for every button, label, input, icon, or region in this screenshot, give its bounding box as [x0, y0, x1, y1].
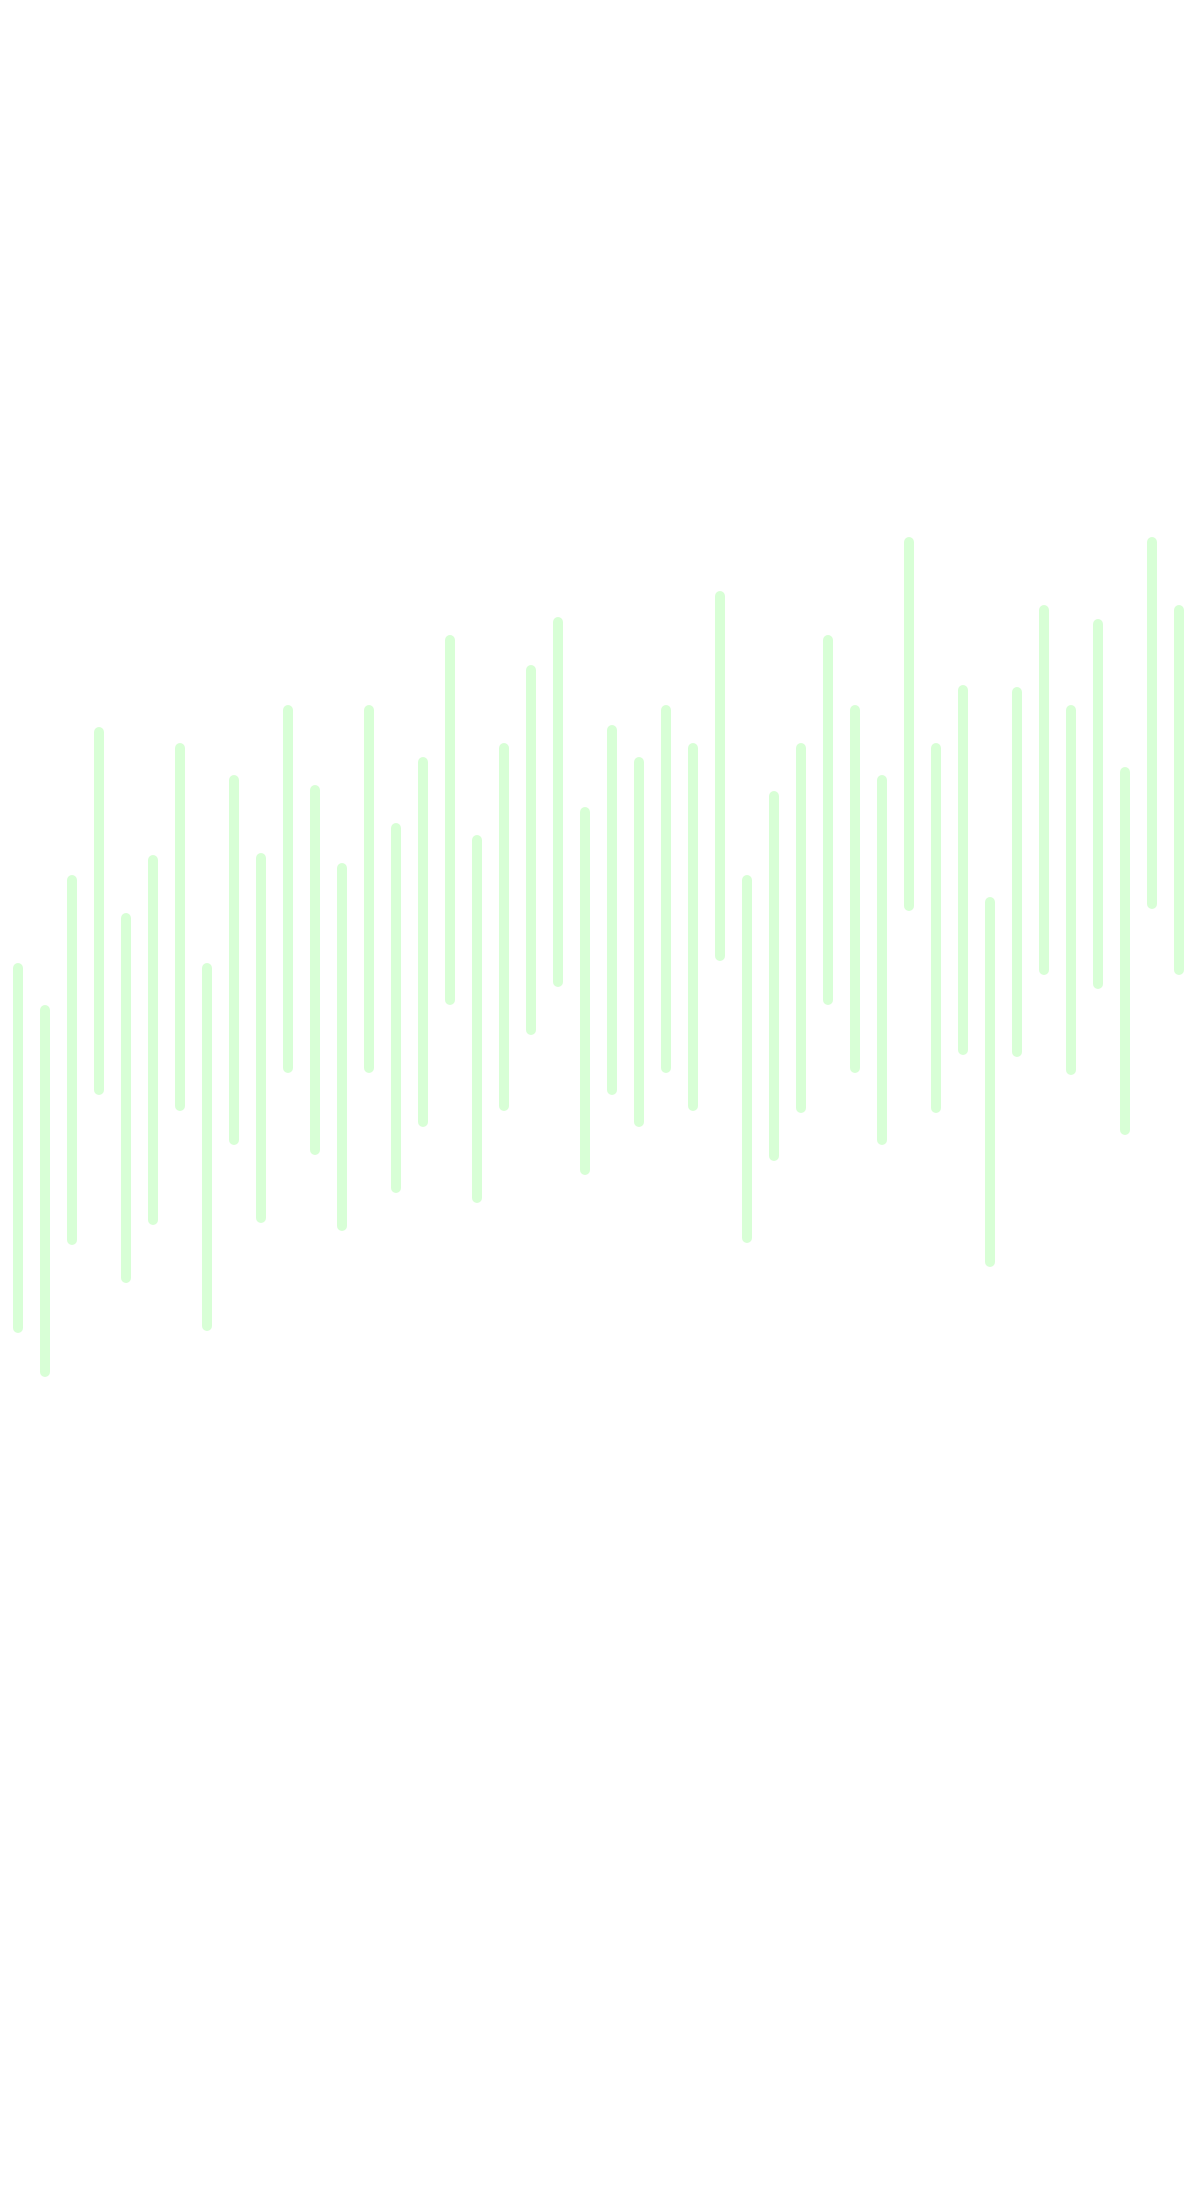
vertical-bars-graphic [13, 537, 1184, 1377]
